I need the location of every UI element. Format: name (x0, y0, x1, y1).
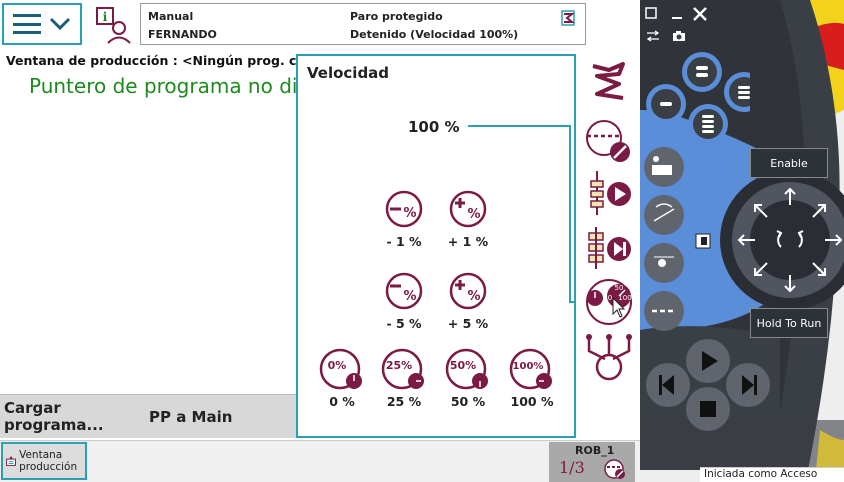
speed-50-label: 50 % (450, 394, 486, 409)
velocity-connector-line (468, 125, 576, 303)
speed-minus-5-label: - 5 % (386, 316, 422, 331)
speed-25-button[interactable]: 25% 25 % (374, 348, 434, 409)
pendant-window-controls (644, 4, 714, 44)
cursor-icon (695, 233, 711, 249)
joystick-icon[interactable] (735, 185, 844, 295)
flexpendant-device: Enable Hold To Run Iniciada como Acceso (640, 0, 844, 482)
task-fraction: 1/3 (559, 458, 585, 477)
speed-plus-1-button[interactable]: % + 1 % (438, 190, 498, 249)
production-window-icon (6, 456, 16, 466)
taskbar-production-label: Ventana producción (19, 449, 78, 473)
program-state-text: Detenido (Velocidad 100%) (350, 28, 519, 41)
speed-100-button[interactable]: 100% 100 % (502, 348, 562, 409)
quickset-menu-button[interactable] (583, 56, 635, 108)
camera-icon[interactable] (672, 30, 686, 42)
quickset-status-icon (561, 10, 575, 26)
speed-plus-5-label: + 5 % (447, 316, 489, 331)
tasks-button[interactable] (583, 332, 635, 384)
chevron-down-icon (49, 17, 71, 31)
speed-plus-1-label: + 1 % (447, 234, 489, 249)
speed-25-label: 25 % (386, 394, 422, 409)
step-mode-icon (588, 227, 631, 269)
minus-percent-icon: % (385, 272, 423, 310)
svg-text:i: i (103, 10, 108, 24)
status-bar[interactable]: Manual FERNANDO Paro protegido Detenido … (140, 3, 586, 45)
operator-info-icon[interactable]: i (95, 6, 133, 44)
velocity-current-value: 100 % (408, 118, 460, 136)
hamburger-icon (13, 14, 41, 34)
hold-to-run-label: Hold To Run (750, 308, 828, 338)
speed-100-label: 100 % (510, 394, 554, 409)
velocity-panel: Velocidad 100 % % - 1 % % + 1 % % - 5 % (296, 54, 576, 438)
controller-state-text: Paro protegido (350, 10, 443, 23)
speed-0-glyph: 0% (328, 359, 347, 372)
restore-icon[interactable] (644, 6, 658, 20)
svg-text:100: 100 (618, 294, 631, 302)
pendant-status-strip: Iniciada como Acceso (700, 467, 844, 482)
svg-text:%: % (467, 289, 480, 304)
programmable-keys[interactable] (640, 48, 750, 148)
minus-percent-icon: % (385, 190, 423, 228)
robot-name: ROB_1 (575, 444, 615, 457)
production-window-title: Ventana de producción : <Ningún prog. c (0, 50, 296, 70)
user-text: FERNANDO (148, 28, 217, 41)
svg-text:%: % (467, 207, 480, 222)
minimize-icon[interactable] (670, 6, 684, 20)
close-icon[interactable] (692, 6, 708, 22)
quickset-icon (592, 62, 625, 100)
speed-minus-5-button[interactable]: % - 5 % (374, 272, 434, 331)
production-window-title-text: Ventana de producción : <Ningún prog. c (6, 52, 296, 68)
speed-100-icon: 100% (509, 348, 552, 390)
speed-50-button[interactable]: 50% 50 % (438, 348, 498, 409)
enable-label: Enable (750, 148, 828, 178)
speed-25-icon: 25% (381, 348, 424, 390)
svg-text:%: % (403, 289, 416, 304)
mechanical-unit-button[interactable] (583, 114, 635, 166)
taskbar: Ventana producción ROB_1 1/3 (0, 440, 640, 482)
mode-text: Manual (148, 10, 194, 23)
pp-to-main-button[interactable]: PP a Main (149, 408, 233, 426)
mechanical-unit-icon (586, 120, 630, 162)
speed-button[interactable]: 50 100 0 (583, 276, 635, 328)
speed-50-icon: 50% (445, 348, 488, 390)
step-mode-button[interactable] (583, 222, 635, 274)
svg-text:0: 0 (608, 294, 612, 302)
speed-100-glyph: 100% (513, 361, 544, 372)
robot-selector[interactable]: ROB_1 1/3 (549, 442, 635, 482)
program-pointer-message: Puntero de programa no disp (29, 74, 296, 98)
svg-text:50: 50 (615, 284, 624, 292)
speed-minus-1-label: - 1 % (386, 234, 422, 249)
svg-text:%: % (403, 206, 416, 221)
run-mode-button[interactable] (583, 168, 635, 220)
playback-keys[interactable] (644, 335, 794, 445)
swap-icon[interactable] (646, 30, 660, 42)
tasks-icon (586, 334, 632, 381)
speed-50-glyph: 50% (450, 359, 476, 372)
plus-percent-icon: % (449, 272, 487, 310)
main-menu-button[interactable] (2, 3, 82, 45)
speed-25-glyph: 25% (386, 359, 412, 372)
run-mode-icon (590, 171, 631, 215)
speed-plus-5-button[interactable]: % + 5 % (438, 272, 498, 331)
velocity-title: Velocidad (307, 64, 390, 82)
speed-0-label: 0 % (329, 394, 355, 409)
taskbar-production-window[interactable]: Ventana producción (1, 442, 87, 480)
motion-mode-keys[interactable] (640, 145, 690, 345)
production-command-bar: Cargar programa... PP a Main (0, 394, 296, 438)
robot-stop-icon (604, 459, 625, 479)
speed-icon: 50 100 0 (586, 279, 632, 325)
speed-0-icon: 0% (319, 348, 362, 390)
load-program-button[interactable]: Cargar programa... (4, 399, 104, 434)
speed-minus-1-button[interactable]: % - 1 % (374, 190, 434, 249)
speed-0-button[interactable]: 0% 0 % (312, 348, 372, 409)
plus-percent-icon: % (449, 190, 487, 228)
